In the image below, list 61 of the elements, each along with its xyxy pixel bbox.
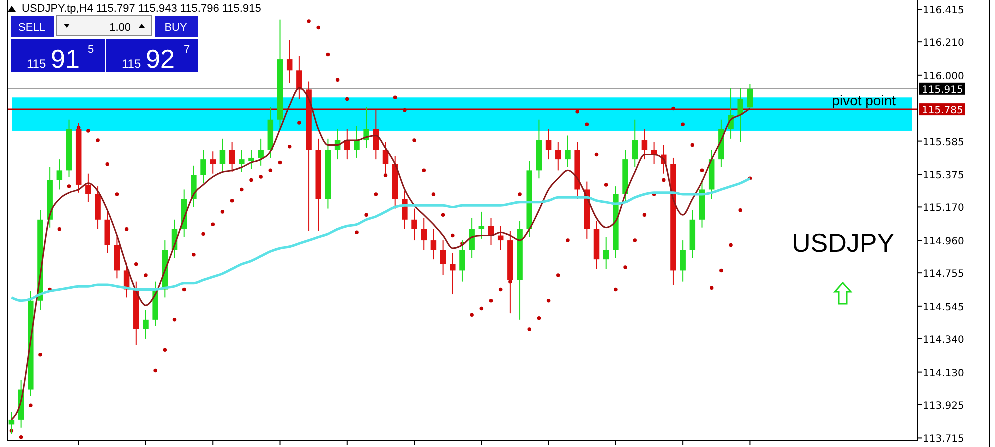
candlestick [546, 128, 552, 160]
y-tick-label: 115.585 [923, 137, 964, 148]
annotation: 1.00 [110, 22, 131, 34]
y-tick-label: 114.340 [923, 334, 964, 346]
annotation: USDJPY.tp,H4 115.797 115.943 115.796 115.915 [22, 3, 262, 15]
candlestick [680, 240, 686, 282]
candlestick [229, 142, 236, 173]
annotation: 5 [88, 44, 94, 56]
candlestick [210, 151, 216, 174]
candlestick [296, 56, 302, 100]
y-tick-label: 114.545 [923, 302, 964, 314]
y-tick-label: 115.375 [923, 170, 964, 182]
candlestick [191, 165, 197, 208]
candlestick [344, 128, 350, 160]
candlestick [354, 126, 360, 158]
candlestick [747, 84, 754, 108]
candlestick [478, 211, 485, 240]
y-tick-label: 115.170 [923, 203, 964, 214]
annotation: 7 [184, 44, 190, 56]
annotation: BUY [164, 22, 188, 34]
candlestick [56, 159, 63, 190]
candlestick [421, 218, 427, 251]
candlestick [440, 240, 446, 276]
y-tick-label: 114.755 [923, 269, 964, 280]
candlestick [220, 138, 226, 173]
y-tick-label: 116.000 [923, 71, 964, 82]
candlestick [402, 190, 408, 230]
y-tick-label: 113.715 [923, 434, 964, 446]
y-tick-label: 114.130 [923, 368, 964, 380]
annotation: 115 [122, 57, 142, 71]
text: 115.785 [922, 106, 964, 117]
candlestick [450, 252, 456, 296]
candlestick [738, 88, 744, 143]
annotation: 115 [27, 57, 46, 71]
candlestick [565, 135, 571, 168]
candlestick [248, 150, 254, 170]
candlestick [239, 150, 245, 173]
candlestick [430, 228, 437, 260]
text: USDJPY [792, 228, 895, 258]
candlestick [86, 173, 92, 203]
y-tick-label: 114.960 [923, 236, 964, 248]
y-tick-label: 116.415 [923, 6, 964, 17]
candlestick [412, 208, 418, 242]
candlestick [200, 150, 206, 184]
candlestick [498, 226, 504, 251]
annotation: 91 [51, 44, 80, 74]
annotation: SELL [18, 22, 46, 34]
y-tick-label: 116.210 [923, 38, 964, 50]
candlestick [642, 128, 648, 160]
ref-line-label: pivot point [832, 92, 896, 109]
candlestick [286, 40, 293, 84]
candlestick [258, 138, 264, 166]
candlestick [632, 119, 638, 168]
line-series [10, 177, 752, 302]
text: 115.915 [922, 84, 964, 96]
y-tick-label: 113.925 [923, 400, 964, 412]
candlestick [556, 142, 562, 172]
candlestick [469, 218, 475, 258]
candlestick [603, 236, 610, 270]
candlestick [143, 310, 149, 340]
annotation: 92 [146, 44, 175, 74]
